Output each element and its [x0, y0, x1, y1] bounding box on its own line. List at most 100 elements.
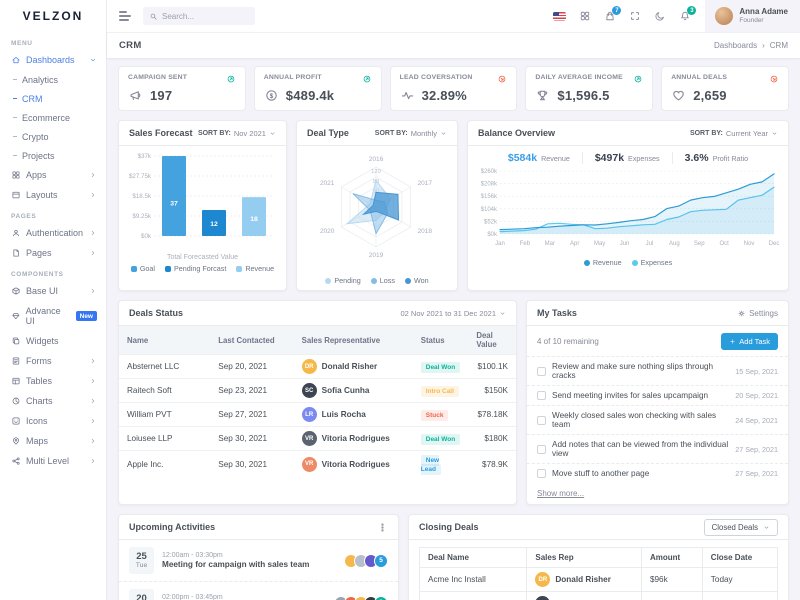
sales-representative: VR Vitoria Rodrigues — [293, 450, 413, 477]
closing-deals-filter[interactable]: Closed Deals — [703, 518, 778, 536]
task-checkbox[interactable] — [537, 415, 546, 425]
sidebar-item-forms[interactable]: Forms — [0, 351, 106, 371]
deal-type-sort[interactable]: SORT BY: Monthly — [375, 129, 447, 138]
sidebar-item-base-ui[interactable]: Base UI — [0, 281, 106, 301]
chevdown-icon — [764, 525, 769, 529]
pulse-icon — [401, 91, 413, 100]
sidebar-item-label: Layouts — [26, 190, 58, 200]
avatar-group: 5 — [344, 553, 388, 568]
sidebar-item-multi-level[interactable]: Multi Level — [0, 451, 106, 471]
hamburger-menu-icon[interactable] — [119, 11, 131, 21]
activity-date: 20Wed — [129, 589, 154, 600]
task-text: Send meeting invites for sales upcampaig… — [552, 391, 709, 400]
sidebar-item-icons[interactable]: Icons — [0, 411, 106, 431]
sidebar-subitem-crypto[interactable]: Crypto — [0, 127, 106, 146]
deal-row-loiusee-llp[interactable]: Loiusee LLP Sep 30, 2021 VR Vitoria Rodrigu… — [119, 426, 516, 451]
sidebar-item-widgets[interactable]: Widgets — [0, 331, 106, 351]
tasks-settings-button[interactable]: Settings — [737, 309, 778, 318]
chevron-right-icon — [89, 457, 97, 465]
notifications-bell-icon[interactable]: 3 — [679, 6, 697, 22]
sidebar-item-label: Icons — [26, 416, 48, 426]
search-input[interactable] — [162, 11, 242, 21]
show-more-link[interactable]: Show more... — [537, 489, 585, 498]
activity-item[interactable]: 25 Tue 12:00am - 03:30pm Meeting for campai… — [119, 540, 398, 581]
closing-deal-row-save-lots-stores[interactable]: Save lots StoresJBJansh Brown$55.7k30 De… — [418, 591, 779, 600]
deal-row-apple-inc-[interactable]: Apple Inc. Sep 30, 2021 VR Vitoria Rodrigue… — [119, 450, 516, 477]
language-flag-icon[interactable] — [553, 11, 567, 21]
user-menu[interactable]: Anna Adame Founder — [705, 0, 800, 32]
sidebar-item-charts[interactable]: Charts — [0, 391, 106, 411]
sales-rep: JBJansh Brown — [526, 591, 642, 600]
sales-forecast-legend: Goal Pending Forcast Revenue — [125, 264, 280, 273]
task-date: 27 Sep, 2021 — [735, 444, 778, 454]
avatar: VR — [301, 431, 317, 446]
add-task-button[interactable]: Add Task — [721, 333, 778, 350]
chevright-icon — [91, 230, 95, 236]
last-contacted: Sep 30, 2021 — [210, 450, 294, 477]
sidebar-subitem-ecommerce[interactable]: Ecommerce — [0, 108, 106, 127]
user-icon — [13, 229, 19, 237]
deal-type-chart: 20162017201820192020202112090600PendingL… — [297, 146, 457, 290]
task-checkbox[interactable] — [537, 444, 546, 454]
task-checkbox[interactable] — [537, 366, 546, 376]
search-box[interactable] — [143, 7, 255, 25]
breadcrumb: Dashboards › CRM — [714, 41, 788, 50]
sidebar-item-pages[interactable]: Pages — [0, 243, 106, 263]
chevron-right-icon — [89, 417, 97, 425]
column-header-status: Status — [412, 326, 469, 355]
sidebar-subitem-analytics[interactable]: Analytics — [0, 70, 106, 89]
more-options-icon[interactable] — [377, 522, 388, 533]
chevright-icon — [91, 358, 95, 364]
svg-text:Aug: Aug — [669, 241, 680, 247]
closing-deals-table: Deal Name Sales Rep Amount Close Date Acme I… — [418, 547, 779, 600]
deal-value: $78.18K — [468, 402, 516, 427]
sidebar-item-label: Authentication — [26, 228, 84, 238]
status-cell: Intro Call — [412, 378, 469, 403]
sidebar-item-dashboards[interactable]: Dashboards — [0, 50, 106, 70]
activity-item[interactable]: 20Wed02:00pm - 03:45pmAdding a new event… — [119, 581, 398, 600]
deal-row-william-pvt[interactable]: William PVT Sep 27, 2021 LR Luis Rocha Stuck… — [119, 402, 516, 427]
status-badge: Deal Won — [420, 362, 461, 373]
closing-deal-row-acme-inc-install[interactable]: Acme Inc Install DR Donald Risher $96k Today — [418, 567, 779, 592]
column-header-amount: Amount — [640, 547, 703, 568]
avatar-more-badge: 3 — [374, 595, 388, 600]
sidebar-item-authentication[interactable]: Authentication — [0, 223, 106, 243]
chevdown-icon — [270, 131, 275, 135]
brand-logo[interactable]: VELZON — [22, 9, 84, 23]
fullscreen-icon[interactable] — [629, 10, 641, 22]
legend-item-won: Won — [404, 276, 429, 285]
sidebar-item-tables[interactable]: Tables — [0, 371, 106, 391]
sales-representative: DR Donald Risher — [293, 354, 413, 379]
status-badge: New Lead — [420, 455, 441, 475]
deals-status-table: Name Last Contacted Sales Representative St… — [119, 326, 516, 477]
sidebar-subitem-crm[interactable]: CRM — [0, 89, 106, 108]
dark-mode-icon[interactable] — [654, 10, 666, 22]
svg-text:Nov: Nov — [744, 241, 755, 247]
breadcrumb-current: CRM — [769, 41, 788, 50]
sidebar-subitem-label: Analytics — [22, 74, 59, 85]
status-cell: Deal Won — [412, 354, 469, 379]
cart-icon[interactable]: 7 — [604, 6, 622, 22]
deals-status-date-filter[interactable]: 02 Nov 2021 to 31 Dec 2021 — [401, 309, 507, 318]
svg-text:Mar: Mar — [545, 241, 555, 247]
sidebar-item-layouts[interactable]: Layouts — [0, 185, 106, 205]
sidebar-item-apps[interactable]: Apps — [0, 165, 106, 185]
breadcrumb-parent[interactable]: Dashboards — [713, 41, 758, 50]
sidebar-subitem-projects[interactable]: Projects — [0, 146, 106, 165]
task-text: Review and make sure nothing slips throu… — [552, 362, 714, 380]
apps-grid-icon[interactable] — [579, 10, 591, 22]
sidebar-item-label: Apps — [26, 170, 47, 180]
closing-deals-title: Closing Deals — [419, 522, 479, 532]
sales-forecast-sort[interactable]: SORT BY: Nov 2021 — [198, 129, 276, 138]
deal-row-raitech-soft[interactable]: Raitech Soft Sep 23, 2021 SC Sofia Cunha Int… — [119, 378, 516, 403]
share-icon — [12, 457, 20, 465]
deal-name: Apple Inc. — [119, 450, 211, 477]
task-checkbox[interactable] — [537, 469, 546, 478]
sidebar-item-advance-ui[interactable]: Advance UI New — [0, 301, 106, 331]
task-checkbox[interactable] — [537, 391, 546, 400]
svg-text:Jan: Jan — [495, 241, 505, 247]
balance-summary: $584k Revenue $497k Expenses 3.6% Profit Rati… — [468, 146, 788, 166]
balance-overview-sort[interactable]: SORT BY: Current Year — [690, 129, 778, 138]
sidebar-item-maps[interactable]: Maps — [0, 431, 106, 451]
deal-row-absternet-llc[interactable]: Absternet LLC Sep 20, 2021 DR Donald Risher… — [119, 354, 516, 379]
